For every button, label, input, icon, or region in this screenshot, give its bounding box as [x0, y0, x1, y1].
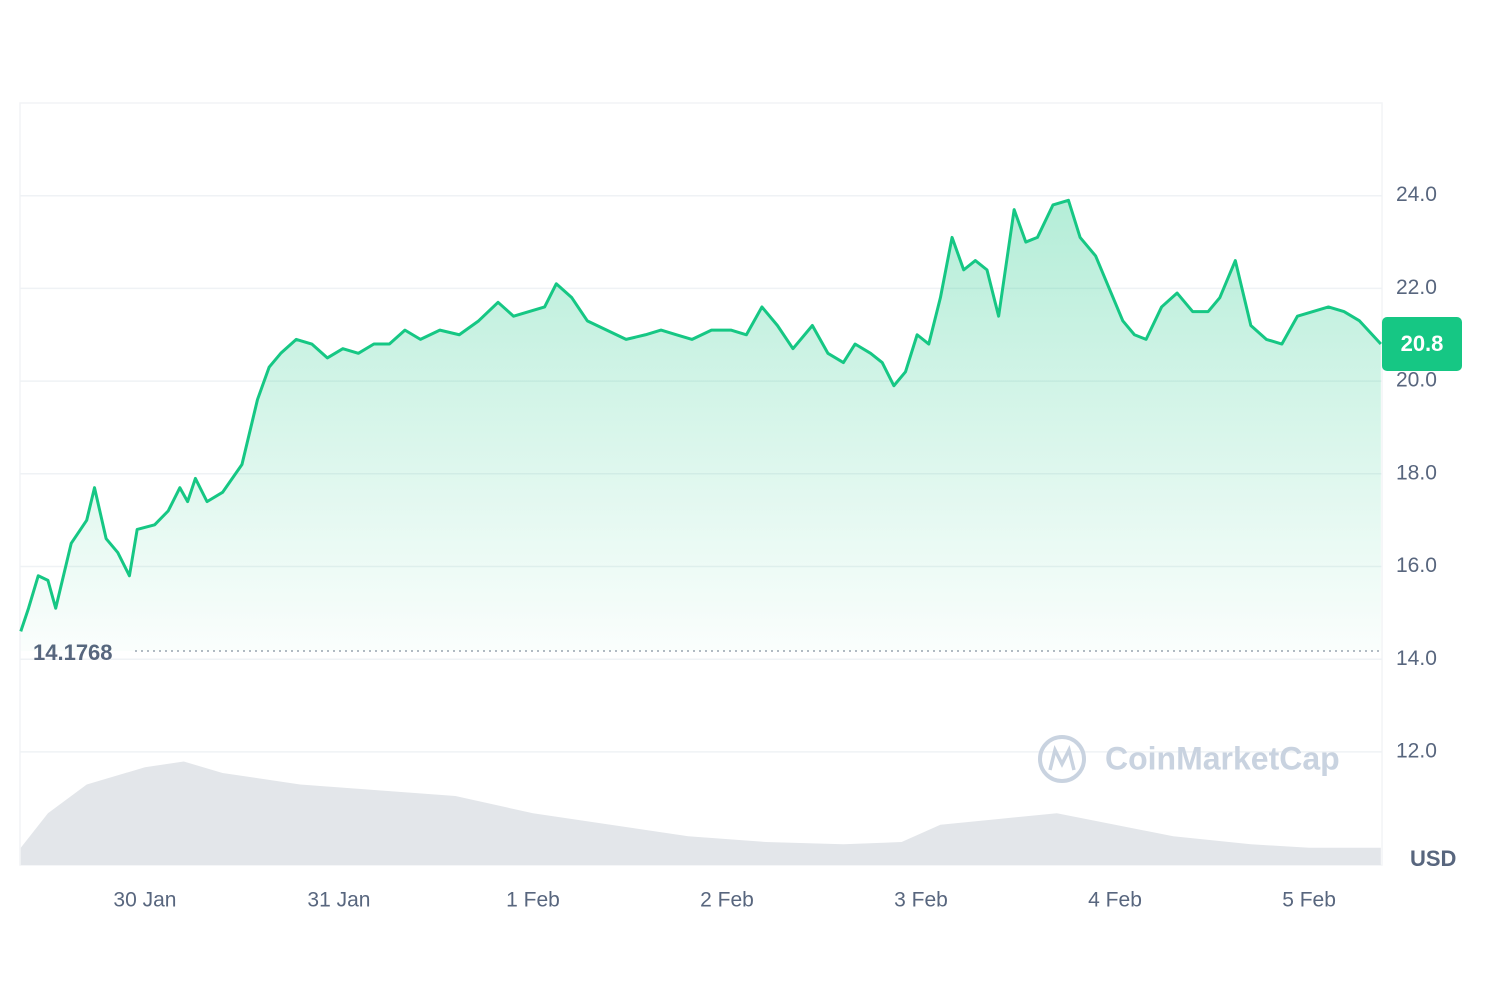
volume-area — [20, 761, 1381, 865]
unit-label: USD — [1410, 846, 1456, 871]
x-tick-label: 31 Jan — [307, 889, 370, 912]
current-price-badge — [1382, 317, 1462, 372]
x-tick-label: 30 Jan — [113, 889, 176, 912]
x-tick-label: 2 Feb — [700, 889, 754, 912]
price-area — [20, 200, 1381, 652]
price-line — [19, 198, 1382, 632]
x-tick-label: 5 Feb — [1282, 889, 1336, 912]
x-tick-label: 1 Feb — [506, 889, 560, 912]
y-tick-label: 22.0 — [1396, 276, 1437, 299]
watermark-text: CoinMarketCap — [1105, 740, 1340, 776]
watermark-logo-mark — [1048, 744, 1076, 771]
watermark-logo — [1038, 735, 1086, 783]
y-tick-label: 12.0 — [1396, 739, 1437, 762]
y-tick-label: 18.0 — [1396, 461, 1437, 484]
current-price-label: 20.8 — [1401, 331, 1444, 356]
y-tick-label: 20.0 — [1396, 369, 1437, 392]
x-tick-label: 3 Feb — [894, 889, 948, 912]
y-tick-label: 16.0 — [1396, 554, 1437, 577]
x-tick-label: 4 Feb — [1088, 889, 1142, 912]
y-tick-label: 14.0 — [1396, 647, 1437, 670]
watermark: CoinMarketCap — [1038, 735, 1340, 783]
y-tick-label: 24.0 — [1396, 183, 1437, 206]
